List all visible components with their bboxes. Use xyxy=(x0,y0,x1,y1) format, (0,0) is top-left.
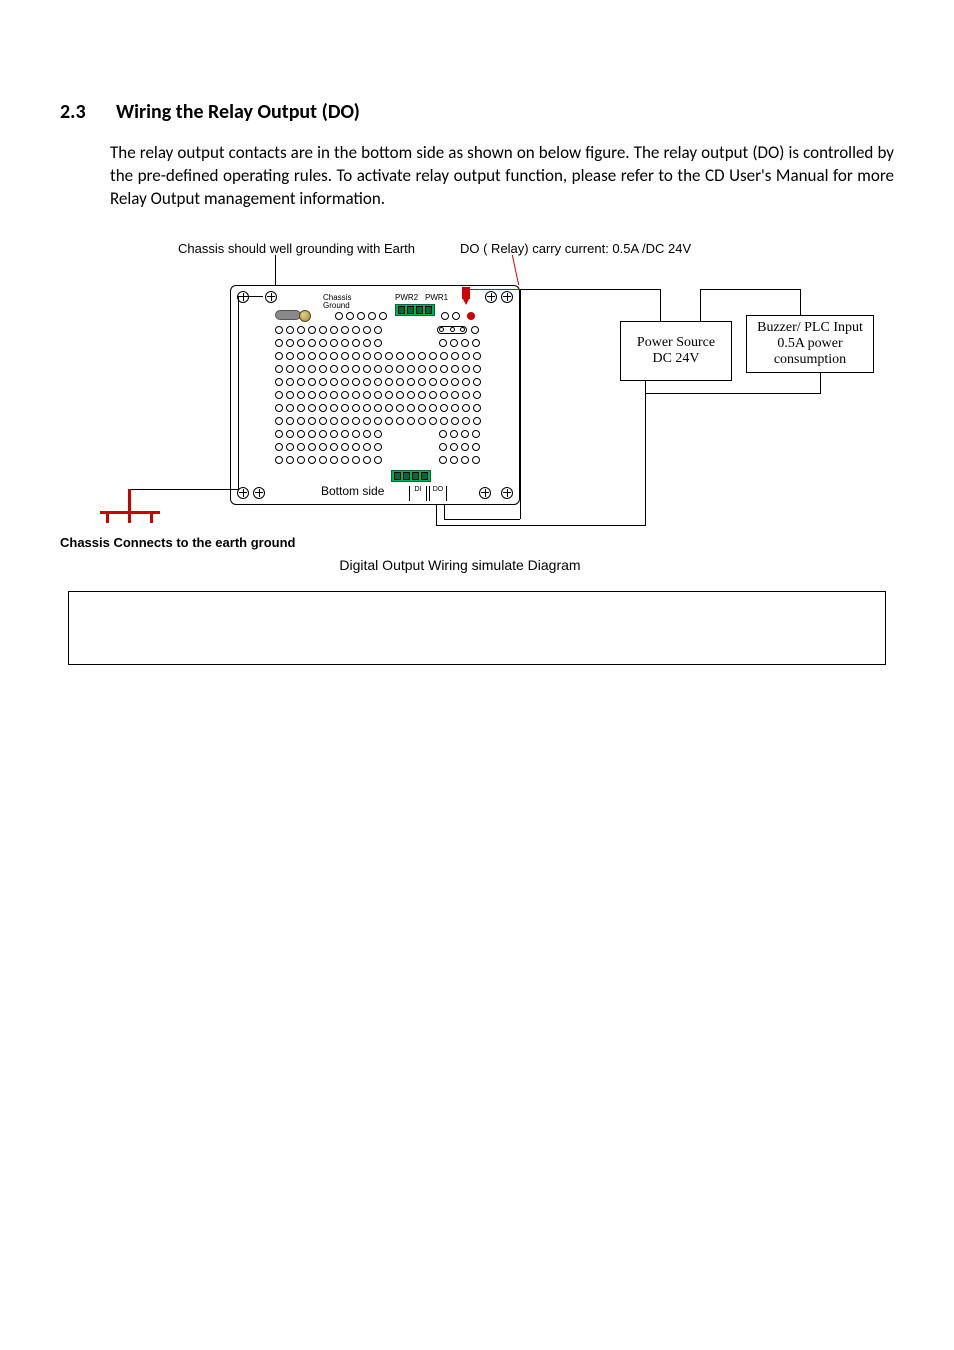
wire xyxy=(444,505,445,519)
screw-icon xyxy=(253,487,265,499)
vent-row xyxy=(275,378,481,386)
vent-row xyxy=(275,430,382,438)
do-wire xyxy=(462,287,470,299)
vent-row xyxy=(275,404,481,412)
buzzer-l1: Buzzer/ PLC Input xyxy=(747,320,873,336)
ground-bracket xyxy=(275,310,301,320)
screw-icon xyxy=(501,487,513,499)
buzzer-l2: 0.5A power xyxy=(747,336,873,352)
vent-row xyxy=(275,391,481,399)
box-buzzer: Buzzer/ PLC Input 0.5A power consumption xyxy=(746,315,874,373)
vent-row xyxy=(471,326,479,334)
wire xyxy=(660,289,661,321)
wire xyxy=(700,289,800,290)
power-source-l2: DC 24V xyxy=(621,351,731,367)
wire xyxy=(520,289,521,519)
empty-placeholder-box xyxy=(68,591,886,665)
vent-row xyxy=(275,443,382,451)
wire xyxy=(645,393,821,394)
ground-post xyxy=(299,310,311,322)
wire xyxy=(436,525,646,526)
leader-line xyxy=(275,255,276,289)
vent-row xyxy=(441,312,460,320)
oval-vent xyxy=(437,326,467,334)
vent-row xyxy=(335,312,387,320)
label-pwr2: PWR2 xyxy=(395,293,418,302)
section-heading: 2.3 Wiring the Relay Output (DO) xyxy=(60,100,894,124)
dido-terminal xyxy=(391,470,431,482)
vent-row xyxy=(439,443,480,451)
wire xyxy=(800,289,801,315)
vent-row xyxy=(275,352,481,360)
vent-row xyxy=(275,365,481,373)
device-enclosure: Chassis Ground PWR2 PWR1 xyxy=(230,285,520,505)
vent-row xyxy=(439,430,480,438)
vent-row xyxy=(275,326,382,334)
do-wire xyxy=(466,289,520,290)
label-bottom-side: Bottom side xyxy=(321,484,384,498)
label-pwr1: PWR1 xyxy=(425,293,448,302)
vent-row xyxy=(275,417,481,425)
wire xyxy=(436,505,437,525)
body-paragraph: The relay output contacts are in the bot… xyxy=(110,142,894,211)
do-contact-dot xyxy=(467,312,475,320)
label-earth-ground: Chassis Connects to the earth ground xyxy=(60,535,295,550)
ground-wire xyxy=(238,296,239,490)
wire xyxy=(820,373,821,393)
label-chassis-ground-earth: Chassis should well grounding with Earth xyxy=(178,241,415,256)
wire xyxy=(520,289,660,290)
section-title: Wiring the Relay Output (DO) xyxy=(116,100,360,124)
figure-caption: Digital Output Wiring simulate Diagram xyxy=(110,557,810,573)
vent-row xyxy=(275,339,382,347)
ground-wire xyxy=(128,489,238,490)
wire xyxy=(645,381,646,526)
buzzer-l3: consumption xyxy=(747,352,873,368)
ground-wire xyxy=(238,296,263,297)
power-source-l1: Power Source xyxy=(621,335,731,351)
label-do: DO xyxy=(429,486,447,501)
do-leader xyxy=(512,255,519,285)
vent-row xyxy=(439,339,480,347)
vent-row xyxy=(275,456,382,464)
wire xyxy=(700,289,701,321)
label-di: DI xyxy=(409,486,427,501)
screw-icon xyxy=(479,487,491,499)
screw-icon xyxy=(501,291,513,303)
box-power-source: Power Source DC 24V xyxy=(620,321,732,381)
section-number: 2.3 xyxy=(60,100,116,124)
label-do-relay-current: DO ( Relay) carry current: 0.5A /DC 24V xyxy=(460,241,691,256)
pwr-terminal xyxy=(395,304,435,316)
wire xyxy=(444,519,520,520)
label-chassis-ground: Chassis Ground xyxy=(323,294,351,310)
wiring-figure: Chassis should well grounding with Earth… xyxy=(60,241,860,551)
vent-row xyxy=(439,456,480,464)
screw-icon xyxy=(265,291,277,303)
screw-icon xyxy=(485,291,497,303)
